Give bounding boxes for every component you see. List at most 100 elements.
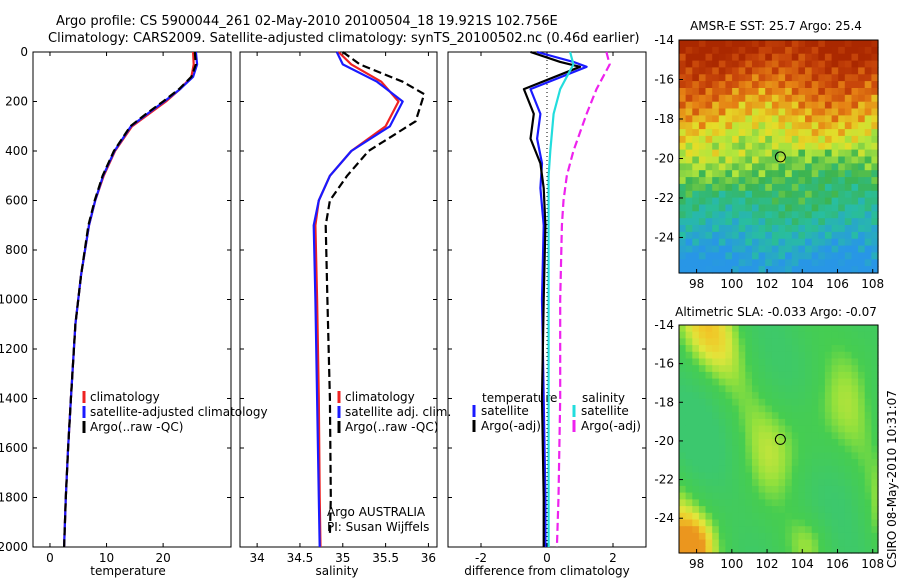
sst_map-cell — [805, 88, 813, 96]
sst_map-cell — [805, 197, 813, 206]
sst_map-cell — [851, 252, 859, 260]
sla_map-cell — [858, 506, 866, 514]
legend-label-climatology: climatology — [90, 390, 160, 404]
sst_map-cell — [824, 108, 833, 116]
sst_map-cell — [811, 218, 819, 226]
sst_map-cell — [785, 108, 793, 116]
sst_map-cell — [692, 211, 700, 219]
sst_map-cell — [771, 156, 780, 164]
sla_map-cell — [765, 371, 773, 380]
sla_map-cell — [765, 479, 773, 487]
sst_map-cell — [858, 122, 866, 130]
sla_map-cell — [712, 325, 720, 333]
sst_map-cell — [858, 81, 866, 89]
sst_map-cell — [738, 259, 746, 267]
sla_map-cell — [718, 485, 726, 494]
sst_map-cell — [791, 218, 799, 226]
sla_map-cell — [692, 331, 700, 339]
sla_map-cell — [692, 539, 700, 547]
sla_map-cell — [692, 439, 700, 447]
sla_map-cell — [778, 392, 786, 400]
sst_map-cell — [805, 266, 813, 274]
sst_map-cell — [844, 60, 852, 69]
sla_map-cell — [692, 325, 700, 333]
sst_map-cell — [771, 163, 780, 171]
sla_map-cell — [851, 378, 859, 386]
sst_map-cell — [871, 122, 879, 130]
sst_map-cell — [785, 53, 793, 62]
sst_map-cell — [765, 94, 773, 103]
sst_map-cell — [679, 156, 687, 164]
sst_map-cell — [752, 108, 760, 116]
sla_map-cell — [791, 445, 799, 453]
sla_map-xtick-label: 104 — [791, 557, 814, 571]
sla_map-cell — [798, 365, 806, 373]
sst_map-cell — [771, 238, 780, 247]
sst_map-cell — [785, 183, 793, 192]
sst_map-cell — [778, 74, 786, 82]
sla_map-cell — [692, 452, 700, 460]
sst_map-cell — [864, 204, 872, 212]
sst_map-cell — [831, 259, 839, 267]
sla_map-cell — [758, 425, 766, 433]
sla_map-cell — [685, 499, 693, 507]
sst_map-cell — [831, 122, 839, 130]
sst_map-cell — [685, 81, 693, 89]
sst_map-cell — [851, 122, 859, 130]
sla_map-cell — [818, 365, 826, 373]
sst_map-cell — [791, 129, 799, 137]
sst_map-cell — [712, 74, 720, 82]
sst_map-cell — [798, 218, 806, 226]
sla_map-cell — [692, 338, 700, 346]
sst_map-cell — [692, 142, 700, 151]
sla_map-cell — [692, 412, 700, 420]
temperature-xtick-label: 0 — [46, 551, 54, 565]
sst_map-cell — [738, 197, 746, 206]
sla_map-cell — [798, 325, 806, 333]
sla_map-cell — [771, 506, 780, 514]
sla_map-cell — [864, 472, 872, 480]
sst_map-cell — [725, 163, 733, 171]
sla_map-cell — [824, 425, 833, 433]
sla_map-cell — [805, 345, 813, 353]
depth-tick-label: 1400 — [0, 392, 28, 406]
sst_map-cell — [791, 190, 799, 199]
sst_map-cell — [738, 225, 746, 233]
sst_map-cell — [871, 245, 879, 254]
sst_map-cell — [771, 266, 780, 274]
sst_map-cell — [818, 67, 826, 75]
sst_map-cell — [738, 135, 746, 144]
sla_map-cell — [752, 378, 760, 386]
sla_map-cell — [778, 418, 786, 427]
sla_map-cell — [725, 331, 733, 339]
sst_map-cell — [679, 190, 687, 199]
sst_map-cell — [811, 156, 819, 164]
sst_map-cell — [824, 218, 833, 226]
sla_map-cell — [752, 392, 760, 400]
sst_map-cell — [738, 238, 746, 247]
sst_map-cell — [771, 183, 780, 192]
sst_map-cell — [805, 129, 813, 137]
sla_map-cell — [705, 472, 713, 480]
sla_map-cell — [705, 465, 713, 474]
sla_map-cell — [758, 506, 766, 514]
sla_map-cell — [818, 392, 826, 400]
sst_map-cell — [725, 101, 733, 110]
sst_map-cell — [758, 211, 766, 219]
sst_map-cell — [811, 81, 819, 89]
sla_map-cell — [864, 452, 872, 460]
sla_map-cell — [745, 506, 753, 514]
sla_map-cell — [831, 325, 839, 333]
sst_map-cell — [818, 122, 826, 130]
sla_map-cell — [805, 485, 813, 494]
sla_map-cell — [738, 351, 746, 360]
sla_map-cell — [778, 398, 786, 407]
sla_map-cell — [824, 485, 833, 494]
sst_map-cell — [851, 225, 859, 233]
sla_map-cell — [698, 351, 707, 360]
sla_map-cell — [738, 506, 746, 514]
sla_map-cell — [824, 526, 833, 534]
sst_map-cell — [679, 259, 687, 267]
sst_map-cell — [692, 252, 700, 260]
salinity-panel: salinity climatology satellite adj. clim… — [239, 51, 451, 578]
